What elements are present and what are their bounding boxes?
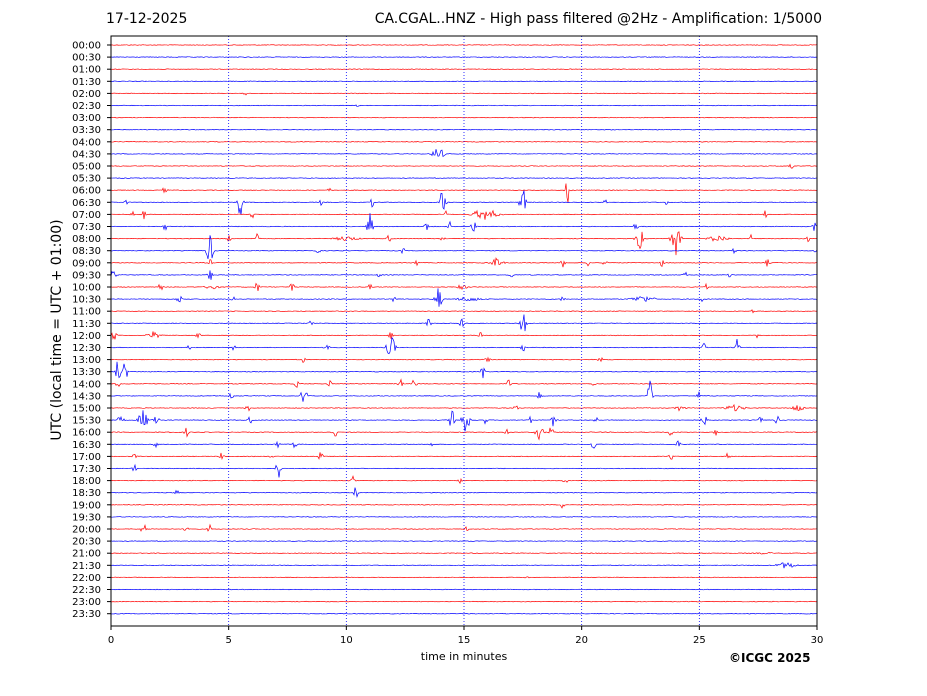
y-tick-label: 17:00	[72, 452, 101, 463]
trace-0600	[110, 183, 818, 203]
trace-1300	[110, 356, 818, 364]
y-tick-label: 23:00	[72, 597, 101, 608]
trace-0630	[110, 190, 818, 215]
y-tick-label: 15:00	[72, 404, 101, 415]
y-tick-label: 22:30	[72, 585, 101, 596]
y-tick-label: 01:30	[72, 77, 101, 88]
y-tick-label: 07:30	[72, 222, 101, 233]
x-axis-label: time in minutes	[420, 650, 508, 663]
x-tick-label: 20	[575, 635, 588, 646]
y-tick-label: 12:30	[72, 343, 101, 354]
y-tick-label: 13:00	[72, 355, 101, 366]
trace-0930	[110, 270, 818, 280]
trace-2200	[110, 576, 818, 579]
y-tick-label: 06:30	[72, 198, 101, 209]
y-tick-label: 17:30	[72, 464, 101, 475]
x-tick-label: 30	[811, 635, 824, 646]
y-tick-label: 19:30	[72, 512, 101, 523]
copyright-notice: ©ICGC 2025	[729, 651, 811, 665]
y-tick-label: 12:00	[72, 331, 101, 342]
y-tick-label: 07:00	[72, 210, 101, 221]
x-tick-label: 15	[458, 635, 471, 646]
trace-1100	[110, 309, 818, 314]
y-tick-label: 00:30	[72, 53, 101, 64]
trace-2230	[110, 588, 818, 591]
y-tick-label: 20:00	[72, 525, 101, 536]
x-axis-ticks: 0 5 10 15 20 25 30	[108, 626, 824, 646]
vertical-grid	[228, 36, 700, 626]
trace-1230	[110, 336, 818, 355]
y-tick-label: 02:00	[72, 89, 101, 100]
trace-2300	[110, 600, 818, 603]
y-tick-label: 11:00	[72, 307, 101, 318]
y-tick-label: 21:00	[72, 549, 101, 560]
trace-1330	[110, 361, 818, 379]
y-tick-label: 04:30	[72, 149, 101, 160]
y-tick-label: 03:30	[72, 125, 101, 136]
y-tick-label: 14:30	[72, 391, 101, 402]
y-tick-label: 21:30	[72, 561, 101, 572]
y-tick-label: 19:00	[72, 500, 101, 511]
trace-1000	[110, 282, 818, 292]
trace-0530	[110, 177, 818, 179]
y-tick-label: 08:30	[72, 246, 101, 257]
x-tick-label: 25	[693, 635, 706, 646]
y-tick-label: 08:00	[72, 234, 101, 245]
x-tick-label: 10	[340, 635, 353, 646]
y-tick-label: 13:30	[72, 367, 101, 378]
y-tick-label: 00:00	[72, 41, 101, 52]
y-tick-label: 02:30	[72, 101, 101, 112]
y-tick-label: 23:30	[72, 609, 101, 620]
y-tick-label: 18:30	[72, 488, 101, 499]
y-tick-label: 22:00	[72, 573, 101, 584]
trace-1400	[110, 378, 818, 389]
y-tick-label: 18:00	[72, 476, 101, 487]
y-tick-label: 01:00	[72, 65, 101, 76]
trace-2100	[110, 551, 818, 555]
trace-0830	[110, 235, 818, 260]
y-tick-label: 11:30	[72, 319, 101, 330]
trace-0730	[110, 213, 818, 232]
y-tick-label: 20:30	[72, 537, 101, 548]
y-tick-label: 16:30	[72, 440, 101, 451]
trace-2130	[110, 562, 818, 569]
x-tick-label: 5	[225, 635, 231, 646]
y-tick-label: 09:30	[72, 270, 101, 281]
trace-2330	[110, 612, 818, 615]
y-tick-label: 14:00	[72, 379, 101, 390]
y-tick-label: 15:30	[72, 416, 101, 427]
trace-1200	[110, 331, 818, 340]
y-tick-label: 05:00	[72, 162, 101, 173]
y-tick-label: 03:00	[72, 113, 101, 124]
y-axis-ticks: 00:0000:3001:0001:3002:0002:3003:0003:30…	[72, 41, 111, 620]
y-tick-label: 10:30	[72, 295, 101, 306]
x-tick-label: 0	[108, 635, 114, 646]
y-tick-label: 05:30	[72, 174, 101, 185]
chart-date: 17-12-2025	[106, 11, 188, 27]
y-tick-label: 04:00	[72, 137, 101, 148]
trace-0900	[110, 257, 818, 268]
plot-frame	[110, 35, 818, 627]
y-tick-label: 16:00	[72, 428, 101, 439]
trace-1030	[110, 288, 818, 307]
y-tick-label: 10:00	[72, 283, 101, 294]
trace-0700	[110, 209, 818, 220]
chart-title: CA.CGAL..HNZ - High pass filtered @2Hz -…	[374, 11, 822, 27]
y-tick-label: 06:00	[72, 186, 101, 197]
y-tick-label: 09:00	[72, 258, 101, 269]
trace-1130	[110, 314, 818, 332]
